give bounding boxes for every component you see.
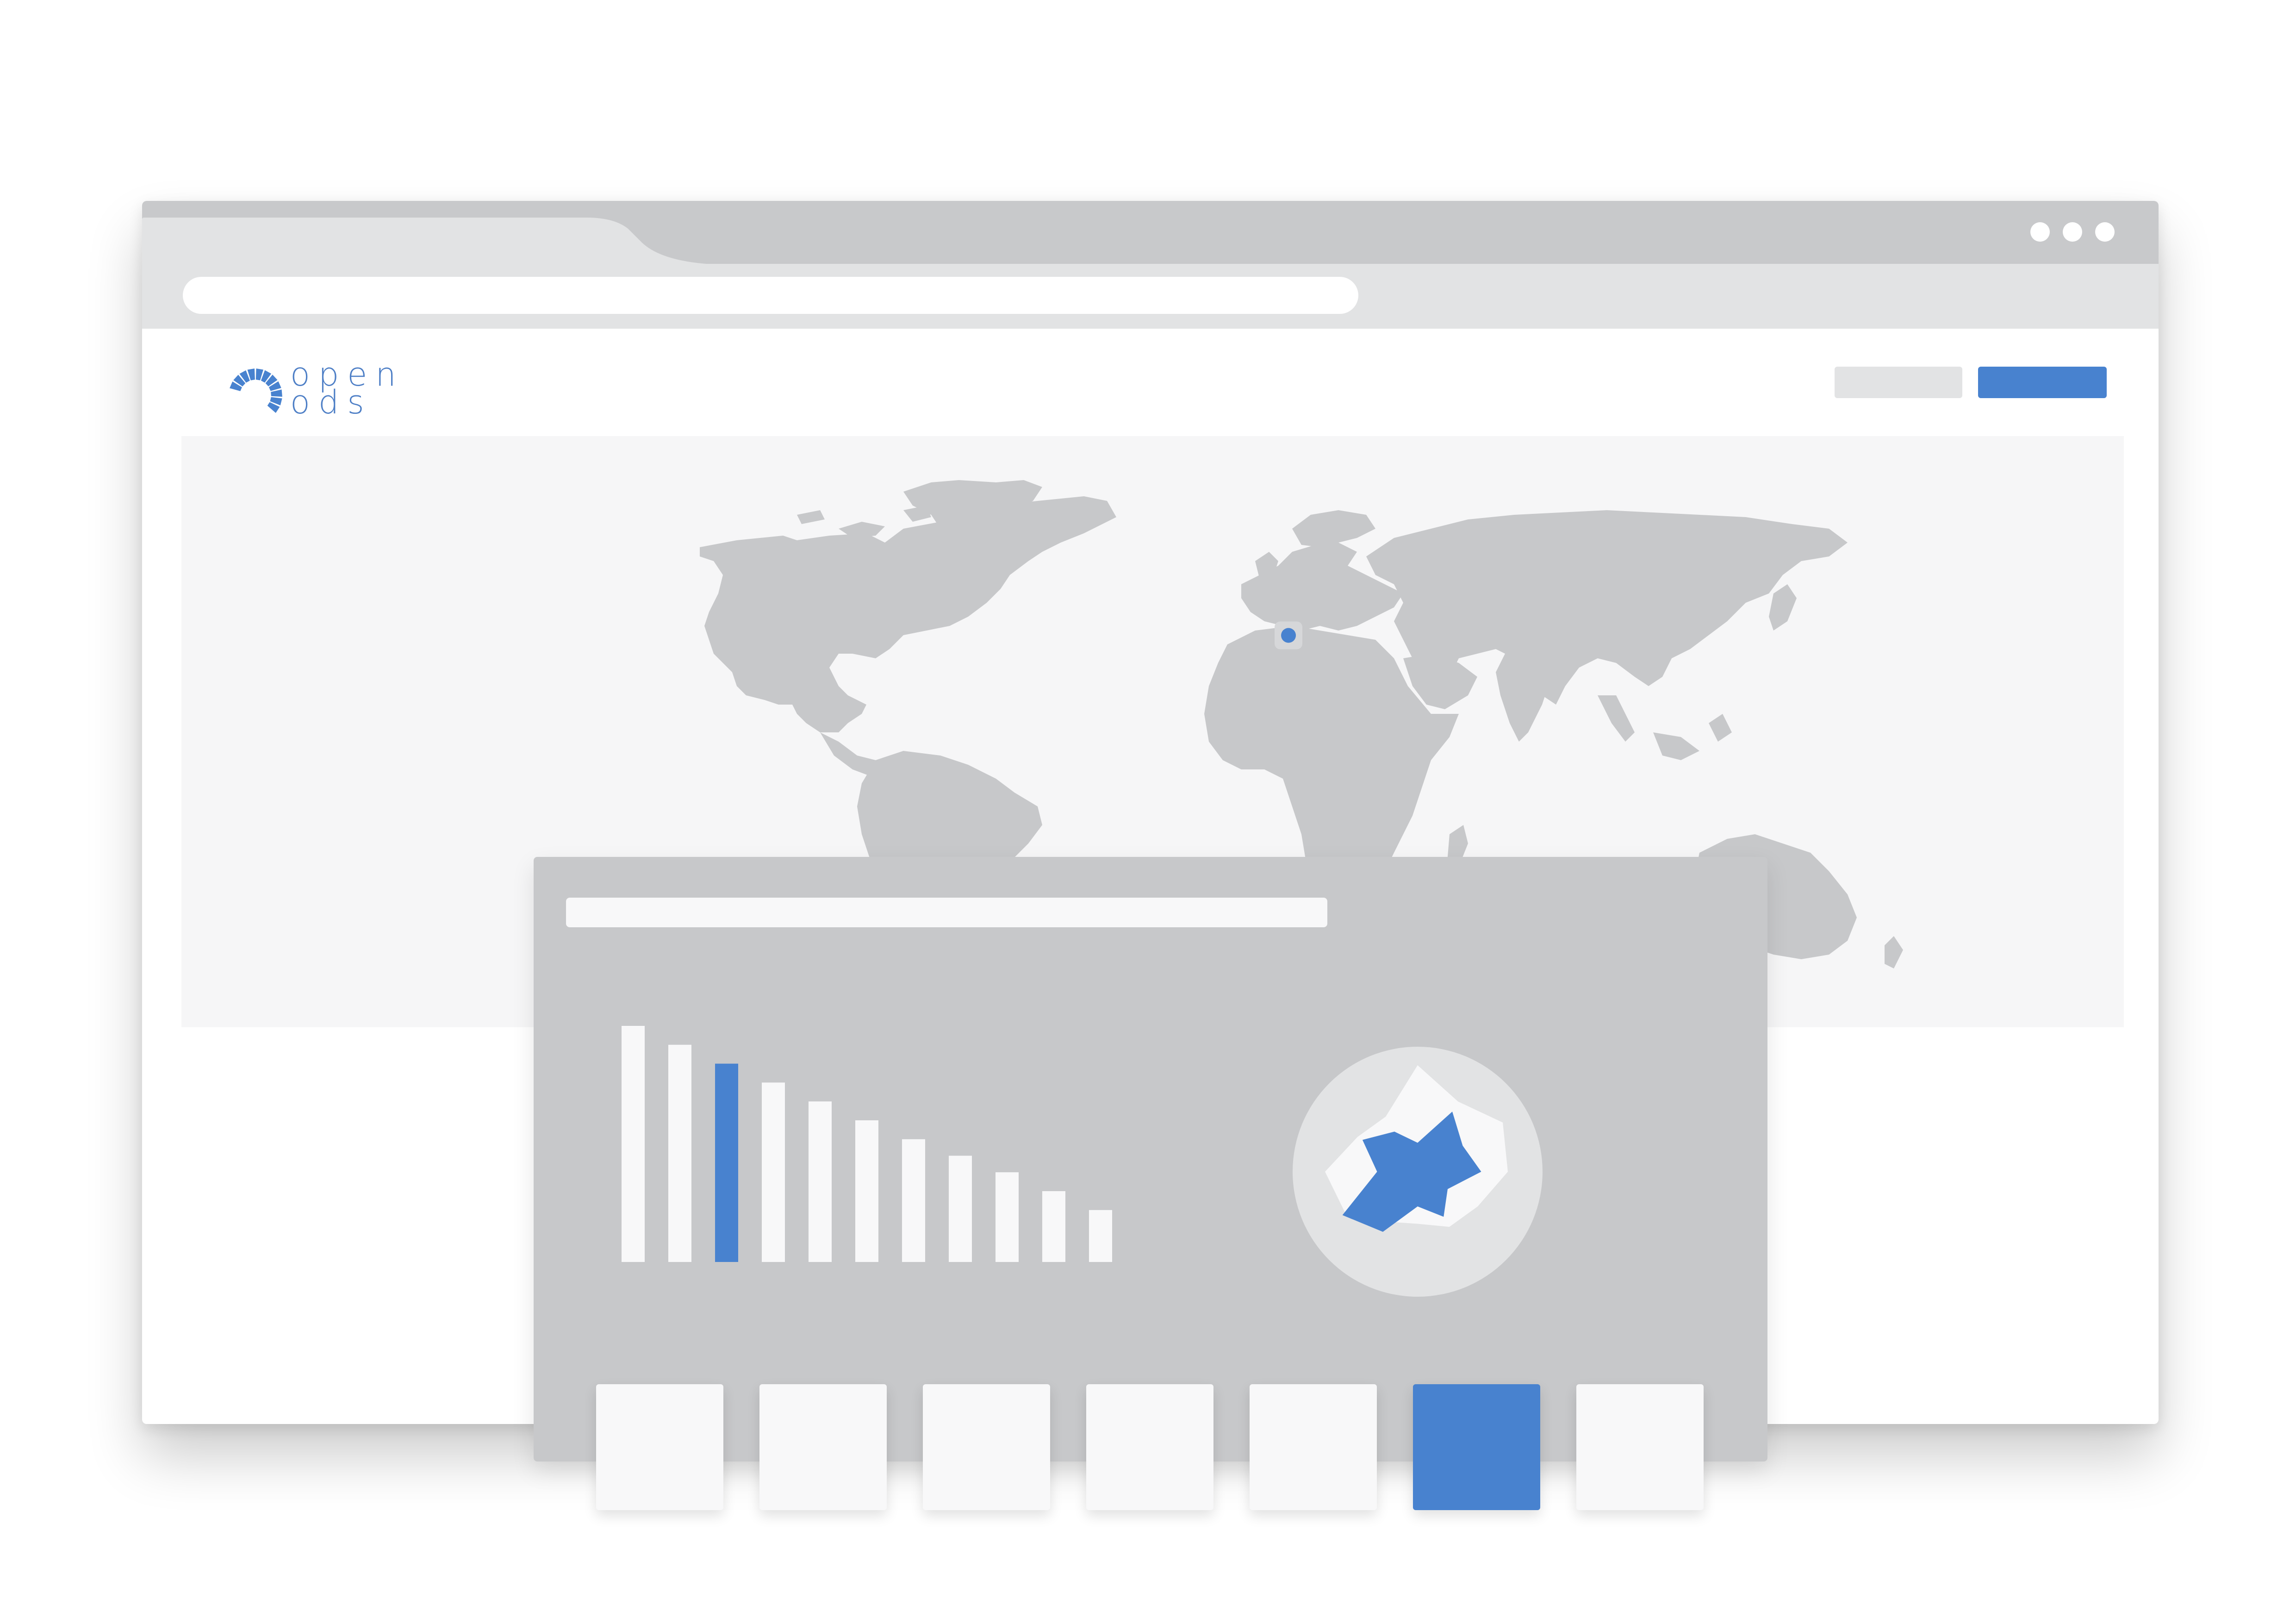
- logo-segment: [247, 369, 255, 381]
- arctic-islands: [797, 506, 931, 538]
- uk: [1255, 552, 1278, 580]
- opendatasoft-logo[interactable]: open ods: [225, 358, 420, 423]
- location-marker[interactable]: [1281, 628, 1296, 643]
- japan: [1769, 584, 1797, 631]
- bar[interactable]: [949, 1156, 972, 1262]
- new-zealand: [1885, 936, 1903, 968]
- tile[interactable]: [923, 1384, 1050, 1510]
- bar[interactable]: [809, 1101, 832, 1262]
- bar[interactable]: [1089, 1210, 1112, 1262]
- arabia: [1403, 654, 1477, 709]
- central-america: [820, 732, 885, 776]
- card-title: [566, 898, 1327, 927]
- logo-text: open: [290, 356, 404, 394]
- bar[interactable]: [902, 1139, 925, 1262]
- address-bar[interactable]: [183, 277, 1358, 314]
- scandinavia: [1292, 510, 1375, 547]
- bar-highlighted[interactable]: [715, 1063, 738, 1262]
- radar-chart: [1293, 1047, 1543, 1297]
- more-dot-icon[interactable]: [2095, 222, 2115, 242]
- logo-segment: [233, 375, 246, 387]
- bar[interactable]: [668, 1044, 691, 1262]
- tile[interactable]: [1250, 1384, 1377, 1510]
- bar[interactable]: [622, 1026, 645, 1262]
- logo-segment: [255, 369, 263, 381]
- north-america: [700, 496, 1116, 732]
- madagascar: [1447, 825, 1468, 867]
- logo-text: ods: [290, 383, 373, 421]
- greenland: [903, 480, 1042, 533]
- logo-segment: [239, 370, 250, 383]
- bar-chart: [622, 1026, 1112, 1262]
- logo-segment: [261, 370, 272, 383]
- logo-segment: [265, 375, 278, 387]
- more-dot-icon[interactable]: [2030, 222, 2050, 242]
- logo-segment: [230, 381, 242, 391]
- logo-segment: [268, 381, 281, 391]
- bar[interactable]: [996, 1172, 1019, 1262]
- browser-tab[interactable]: [142, 201, 836, 268]
- bar[interactable]: [762, 1082, 785, 1262]
- tile[interactable]: [596, 1384, 723, 1510]
- logo-segment: [267, 402, 280, 413]
- tile[interactable]: [759, 1384, 887, 1510]
- tile[interactable]: [1576, 1384, 1704, 1510]
- radar-series-inner[interactable]: [1342, 1112, 1481, 1232]
- africa: [1204, 626, 1459, 913]
- bar[interactable]: [855, 1120, 878, 1262]
- europe: [1241, 543, 1403, 631]
- bar[interactable]: [1042, 1191, 1065, 1262]
- tile-selected[interactable]: [1413, 1384, 1540, 1510]
- secondary-button[interactable]: [1835, 367, 1962, 398]
- logo-segment: [270, 397, 282, 406]
- logo-segment: [271, 389, 282, 397]
- asia: [1366, 510, 1848, 705]
- dashboard-card: [534, 857, 1767, 1462]
- logo-mark-icon: [230, 369, 282, 413]
- more-dot-icon[interactable]: [2063, 222, 2082, 242]
- india: [1496, 654, 1551, 742]
- tile[interactable]: [1086, 1384, 1213, 1510]
- southeast-asia: [1598, 695, 1732, 760]
- primary-button[interactable]: [1978, 367, 2107, 398]
